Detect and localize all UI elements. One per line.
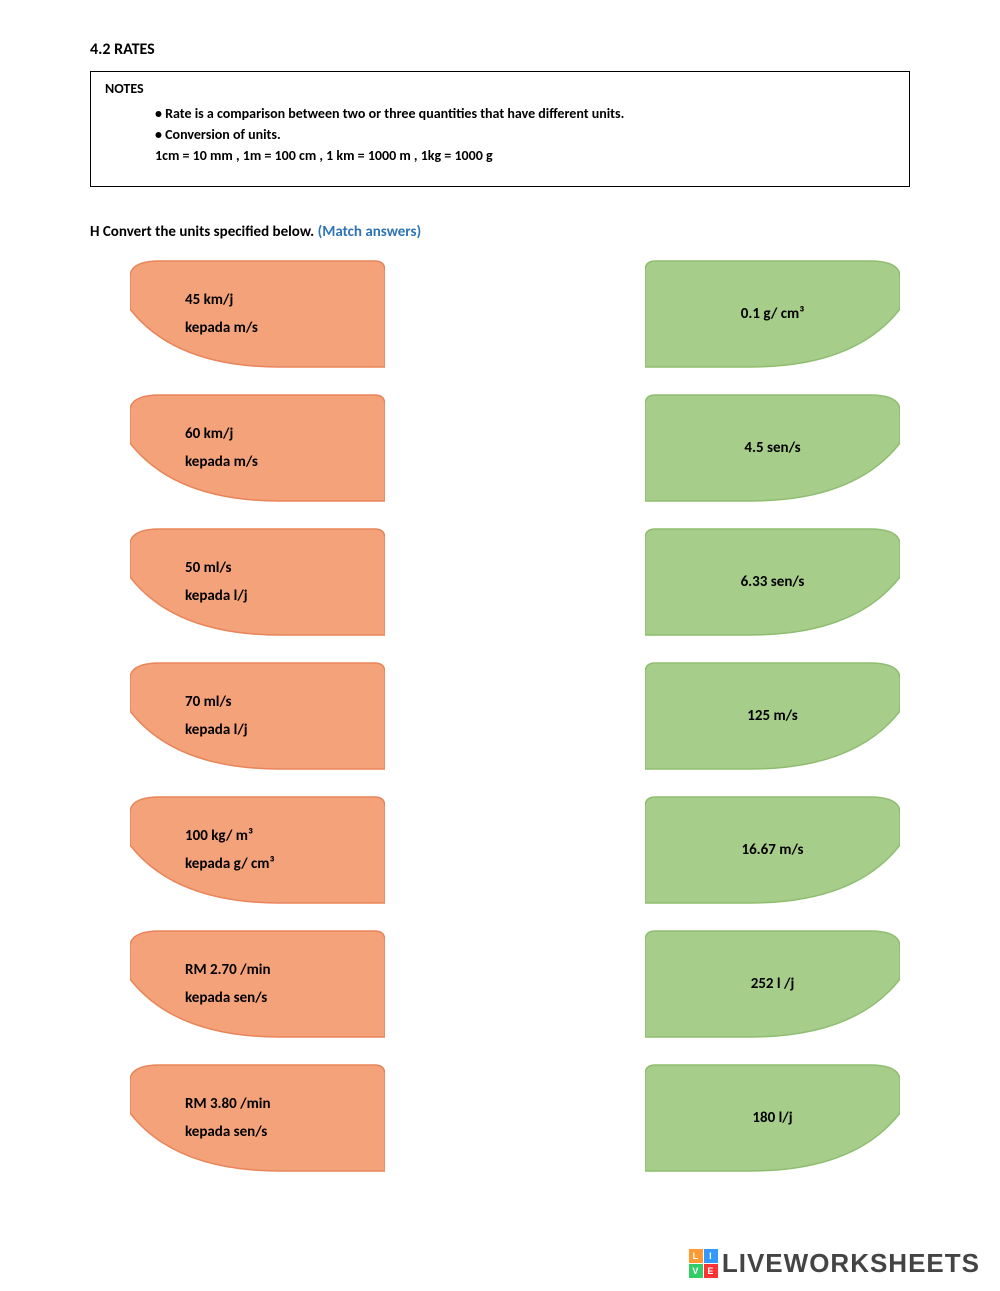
pair-row: RM 2.70 /minkepada sen/s 252 l /j [130, 929, 900, 1039]
answer-text: 125 m/s [747, 702, 797, 731]
question-leaf[interactable]: 50 ml/skepada l/j [130, 527, 385, 637]
question-line1: RM 3.80 /min [185, 1090, 385, 1119]
question-line2: kepada g/ cm³ [185, 850, 385, 879]
answer-leaf[interactable]: 0.1 g/ cm³ [645, 259, 900, 369]
pair-row: 70 ml/skepada l/j 125 m/s [130, 661, 900, 771]
question-leaf[interactable]: RM 3.80 /minkepada sen/s [130, 1063, 385, 1173]
answer-text: 180 l/j [752, 1104, 792, 1133]
question-line2: kepada sen/s [185, 984, 385, 1013]
section-title: 4.2 RATES [90, 40, 910, 59]
answer-leaf[interactable]: 4.5 sen/s [645, 393, 900, 503]
question-line2: kepada l/j [185, 716, 385, 745]
answer-leaf[interactable]: 180 l/j [645, 1063, 900, 1173]
answer-text: 252 l /j [751, 970, 795, 999]
watermark-badge-cell: I [704, 1249, 718, 1263]
question-line2: kepada m/s [185, 314, 385, 343]
question-leaf[interactable]: 45 km/jkepada m/s [130, 259, 385, 369]
question-heading: H Convert the units specified below. (Ma… [90, 223, 910, 241]
question-line1: 70 ml/s [185, 688, 385, 717]
question-line1: 45 km/j [185, 286, 385, 315]
question-line1: 60 km/j [185, 420, 385, 449]
notes-line-0: • Rate is a comparison between two or th… [155, 103, 895, 124]
pair-row: 50 ml/skepada l/j 6.33 sen/s [130, 527, 900, 637]
question-leaf[interactable]: 70 ml/skepada l/j [130, 661, 385, 771]
pair-row: 45 km/jkepada m/s 0.1 g/ cm³ [130, 259, 900, 369]
watermark-badge-cell: E [704, 1264, 718, 1278]
match-pairs: 45 km/jkepada m/s 0.1 g/ cm³ 60 km/jkepa… [90, 259, 910, 1173]
question-line2: kepada l/j [185, 582, 385, 611]
watermark-badge: LIVE [689, 1249, 718, 1278]
notes-line-1: • Conversion of units. [155, 124, 895, 145]
question-leaf[interactable]: 100 kg/ m³kepada g/ cm³ [130, 795, 385, 905]
pair-row: 100 kg/ m³kepada g/ cm³ 16.67 m/s [130, 795, 900, 905]
answer-text: 4.5 sen/s [744, 434, 800, 463]
watermark-badge-cell: V [689, 1264, 703, 1278]
question-line2: kepada sen/s [185, 1118, 385, 1147]
notes-box: NOTES • Rate is a comparison between two… [90, 71, 910, 187]
answer-text: 0.1 g/ cm³ [741, 300, 805, 329]
question-line1: RM 2.70 /min [185, 956, 385, 985]
pair-row: RM 3.80 /minkepada sen/s 180 l/j [130, 1063, 900, 1173]
answer-leaf[interactable]: 16.67 m/s [645, 795, 900, 905]
answer-text: 6.33 sen/s [741, 568, 805, 597]
pair-row: 60 km/jkepada m/s 4.5 sen/s [130, 393, 900, 503]
question-line2: kepada m/s [185, 448, 385, 477]
question-line1: 50 ml/s [185, 554, 385, 583]
question-hint: (Match answers) [318, 223, 422, 241]
notes-heading: NOTES [105, 80, 895, 97]
answer-text: 16.67 m/s [741, 836, 803, 865]
question-leaf[interactable]: 60 km/jkepada m/s [130, 393, 385, 503]
answer-leaf[interactable]: 125 m/s [645, 661, 900, 771]
answer-leaf[interactable]: 6.33 sen/s [645, 527, 900, 637]
question-leaf[interactable]: RM 2.70 /minkepada sen/s [130, 929, 385, 1039]
question-prefix: H Convert the units specified below. [90, 223, 318, 241]
watermark-badge-cell: L [689, 1249, 703, 1263]
watermark-text: LIVEWORKSHEETS [722, 1248, 980, 1279]
notes-line-2: 1cm = 10 mm , 1m = 100 cm , 1 km = 1000 … [155, 145, 895, 166]
watermark: LIVE LIVEWORKSHEETS [689, 1248, 980, 1279]
answer-leaf[interactable]: 252 l /j [645, 929, 900, 1039]
question-line1: 100 kg/ m³ [185, 822, 385, 851]
